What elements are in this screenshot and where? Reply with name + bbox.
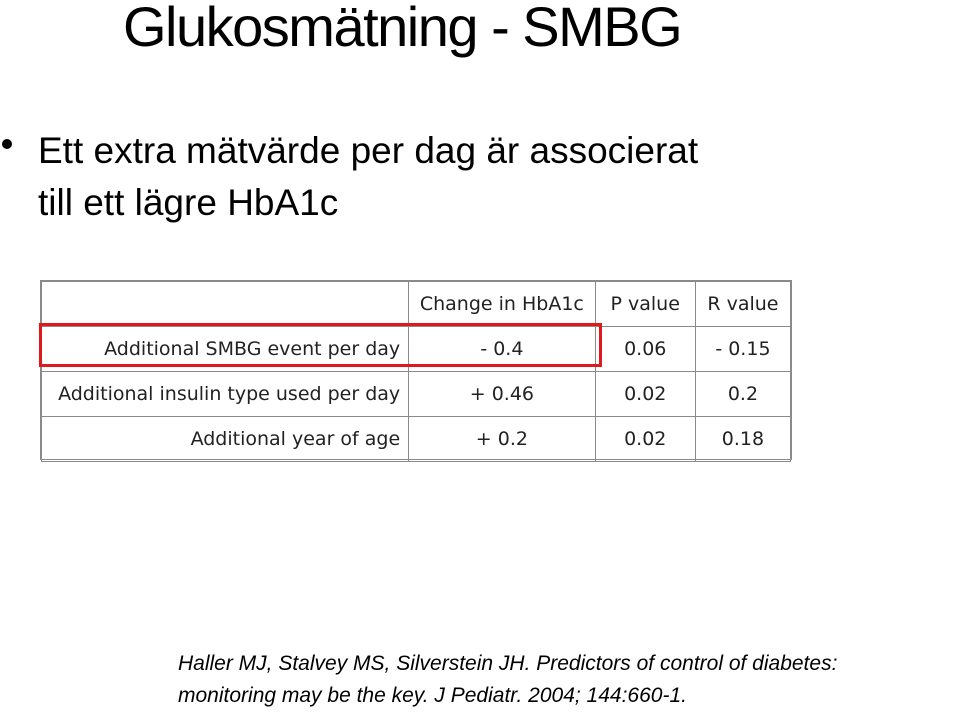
row-r-value: 0.2: [694, 371, 792, 417]
row-change: + 0.2: [408, 416, 596, 462]
table-header-change: Change in HbA1c: [408, 281, 596, 327]
row-p-value: 0.02: [594, 371, 696, 417]
row-change: + 0.46: [408, 371, 596, 417]
row-label: Additional year of age: [40, 416, 410, 462]
citation: Haller MJ, Stalvey MS, Silverstein JH. P…: [178, 648, 958, 712]
bullet-text-line-2: till ett lägre HbA1c: [38, 182, 339, 223]
slide-title: Glukosmätning - SMBG: [123, 0, 683, 58]
results-table-container: Change in HbA1c P value R value Addition…: [40, 280, 792, 462]
row-label: Additional insulin type used per day: [40, 371, 410, 417]
row-r-value: 0.18: [694, 416, 792, 462]
citation-line-2: monitoring may be the key. J Pediatr. 20…: [178, 684, 687, 707]
table-row: Additional SMBG event per day - 0.4 0.06…: [40, 326, 792, 372]
table-header-blank: [40, 281, 410, 327]
table-header-r-value: R value: [694, 281, 792, 327]
bullet-dot-icon: [2, 139, 12, 149]
table-header-p-value: P value: [594, 281, 696, 327]
table-row: Additional insulin type used per day + 0…: [40, 371, 792, 417]
row-r-value: - 0.15: [694, 326, 792, 372]
bullet-text-line-1: Ett extra mätvärde per dag är associerat: [38, 130, 699, 171]
table-header-row: Change in HbA1c P value R value: [40, 281, 792, 327]
results-table: Change in HbA1c P value R value Addition…: [40, 281, 792, 462]
table-row: Additional year of age + 0.2 0.02 0.18: [40, 416, 792, 462]
row-p-value: 0.06: [594, 326, 696, 372]
citation-line-1: Haller MJ, Stalvey MS, Silverstein JH. P…: [178, 652, 838, 675]
row-change: - 0.4: [408, 326, 596, 372]
row-p-value: 0.02: [594, 416, 696, 462]
row-label: Additional SMBG event per day: [40, 326, 410, 372]
bullet-text: Ett extra mätvärde per dag är associerat…: [38, 125, 918, 229]
